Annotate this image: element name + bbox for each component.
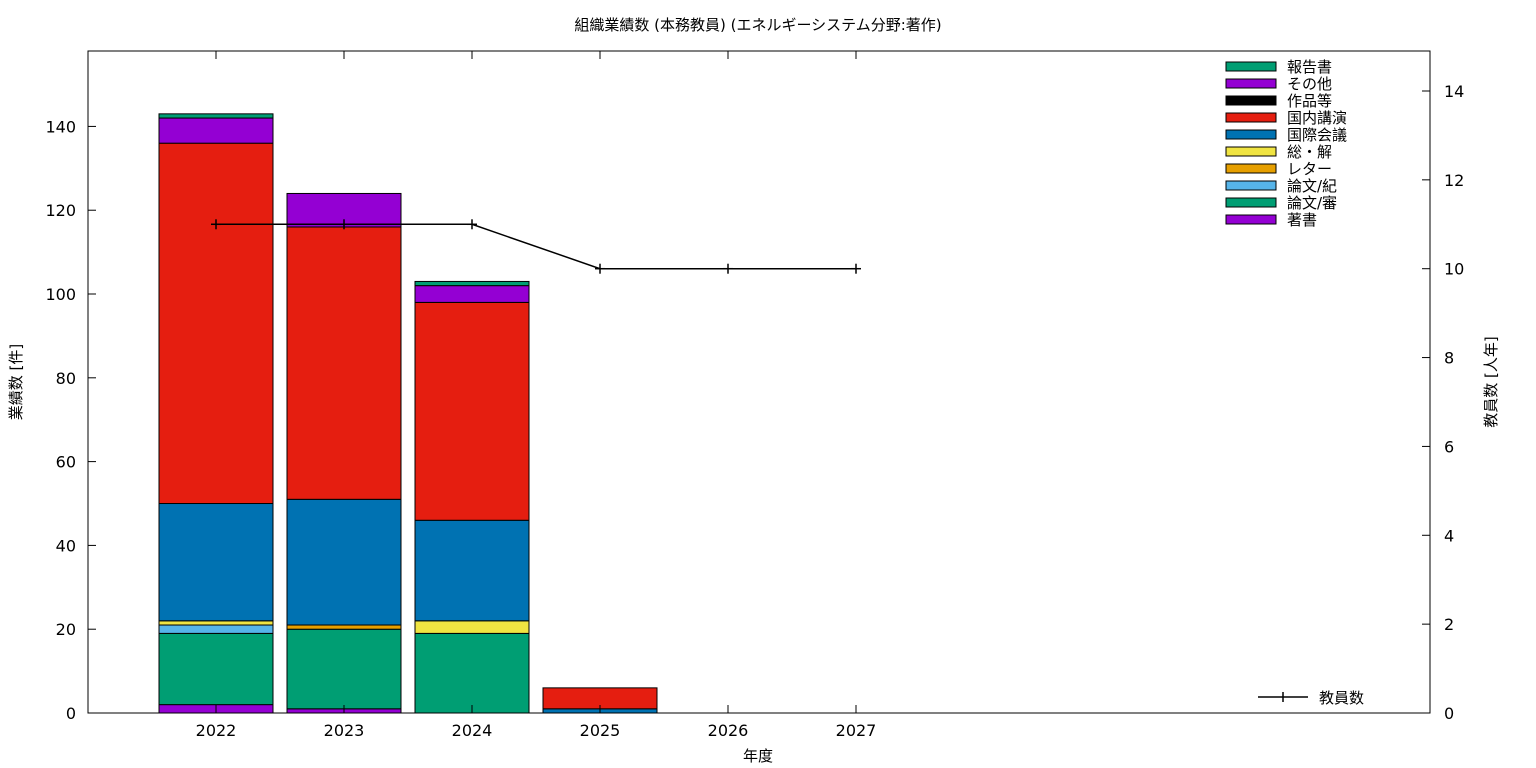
- line-layer: [211, 219, 861, 274]
- legend-swatch-9: [1225, 214, 1277, 225]
- x-tick-label-2022: 2022: [196, 721, 237, 740]
- y-tick-label-100: 100: [45, 285, 76, 304]
- plot-frame: [87, 50, 1431, 714]
- y-tick-label-80: 80: [56, 369, 76, 388]
- legend-label-4: 国際会議: [1287, 126, 1347, 144]
- bar-segment-2024-8: [414, 285, 530, 303]
- y-tick-label-60: 60: [56, 453, 76, 472]
- bar-segment-2023-5: [286, 498, 402, 626]
- y-tick-label-140: 140: [45, 117, 76, 136]
- y-tick-label-120: 120: [45, 201, 76, 220]
- y-axis-label: 業績数 [件]: [7, 344, 25, 420]
- legend-swatch-1: [1225, 78, 1277, 89]
- bar-segment-2023-6: [286, 226, 402, 500]
- legend-label-8: 論文/審: [1287, 194, 1337, 212]
- legend-swatch-8: [1225, 197, 1277, 208]
- y2-tick-label-14: 14: [1444, 82, 1464, 101]
- y2-tick-label-0: 0: [1444, 704, 1454, 723]
- y2-tick-label-4: 4: [1444, 526, 1454, 545]
- legend-swatch-6: [1225, 163, 1277, 174]
- y-tick-label-40: 40: [56, 536, 76, 555]
- y2-tick-label-8: 8: [1444, 349, 1454, 368]
- y-tick-label-0: 0: [66, 704, 76, 723]
- x-tick-label-2027: 2027: [836, 721, 877, 740]
- legend-label-3: 国内講演: [1287, 109, 1347, 127]
- bar-segment-2024-1: [414, 632, 530, 714]
- bar-segment-2022-2: [158, 624, 274, 634]
- bar-segment-2024-6: [414, 301, 530, 521]
- legend-label-2: 作品等: [1287, 92, 1332, 110]
- bars-layer: [158, 113, 658, 714]
- teacher-count-line: [216, 223, 856, 270]
- y2-tick-label-12: 12: [1444, 171, 1464, 190]
- legend-label-5: 総・解: [1287, 143, 1332, 161]
- x-tick-label-2025: 2025: [580, 721, 621, 740]
- legend-swatch-5: [1225, 146, 1277, 157]
- bar-segment-2022-1: [158, 632, 274, 706]
- chart-title: 組織業績数 (本務教員) (エネルギーシステム分野:著作): [574, 16, 941, 34]
- x-tick-label-2026: 2026: [708, 721, 749, 740]
- x-axis-label: 年度: [743, 747, 773, 765]
- bar-segment-2022-5: [158, 503, 274, 622]
- legend-label-7: 論文/紀: [1287, 177, 1337, 195]
- y2-axis-label: 教員数 [人年]: [1482, 336, 1500, 427]
- bar-segment-2024-9: [414, 280, 530, 287]
- ticks-layer: 0 20 40 60 80 100 120 140 0 2 4 6 8 10 12 14 2022 2023 202…: [45, 51, 1464, 740]
- y2-tick-label-2: 2: [1444, 615, 1454, 634]
- bar-segment-2023-1: [286, 628, 402, 710]
- x-tick-label-2024: 2024: [452, 721, 493, 740]
- y-tick-label-20: 20: [56, 620, 76, 639]
- legend-label-9: 著書: [1287, 211, 1317, 229]
- bar-segment-2022-4: [158, 620, 274, 626]
- bar-segment-2022-8: [158, 117, 274, 144]
- legend-swatch-2: [1225, 95, 1277, 106]
- y2-tick-label-6: 6: [1444, 437, 1454, 456]
- legend-swatch-0: [1225, 61, 1277, 72]
- legend-label-1: その他: [1287, 75, 1332, 93]
- legend-line-label: 教員数: [1319, 689, 1364, 707]
- bar-segment-2024-5: [414, 519, 530, 622]
- x-tick-label-2023: 2023: [324, 721, 365, 740]
- bar-segment-2022-9: [158, 113, 274, 119]
- legend-swatch-4: [1225, 129, 1277, 140]
- bar-segment-2024-4: [414, 620, 530, 634]
- bar-segment-2022-6: [158, 142, 274, 505]
- y2-tick-label-10: 10: [1444, 260, 1464, 279]
- legend-swatch-3: [1225, 112, 1277, 123]
- legend-label-0: 報告書: [1287, 58, 1332, 76]
- legend-swatch-7: [1225, 180, 1277, 191]
- legend-label-6: レター: [1287, 160, 1332, 178]
- bar-segment-2023-3: [286, 624, 402, 630]
